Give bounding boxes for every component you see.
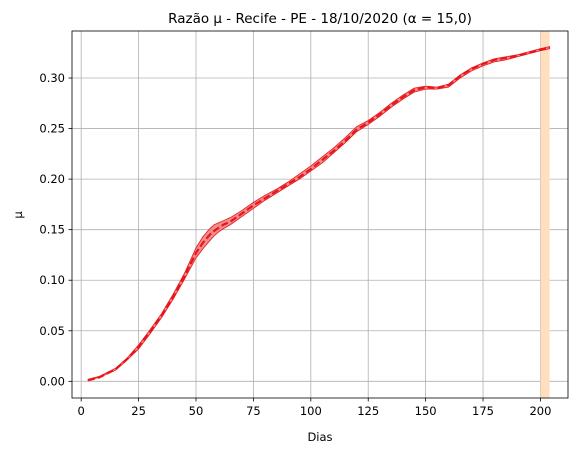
x-tick-label: 125 (357, 404, 379, 418)
y-axis-label: μ (11, 211, 25, 219)
y-tick-label: 0.20 (39, 172, 65, 186)
chart-title: Razão μ - Recife - PE - 18/10/2020 (α = … (168, 11, 472, 27)
y-tick-label: 0.10 (39, 273, 65, 287)
x-axis-ticks: 0 25 50 75 100 125 150 175 200 (78, 398, 551, 418)
y-tick-label: 0.05 (39, 324, 65, 338)
y-axis-ticks: 0.00 0.05 0.10 0.15 0.20 0.25 0.30 (39, 71, 72, 388)
series-line (87, 46, 550, 382)
x-tick-label: 150 (415, 404, 437, 418)
highlight-band (540, 31, 550, 398)
confidence-band (87, 46, 551, 381)
y-tick-label: 0.15 (39, 223, 65, 237)
x-tick-label: 75 (246, 404, 261, 418)
series-line-layer (87, 46, 550, 382)
confidence-band-layer (87, 46, 551, 381)
x-axis-label: Dias (307, 430, 332, 444)
x-tick-label: 0 (78, 404, 85, 418)
x-tick-label: 200 (529, 404, 551, 418)
y-tick-label: 0.25 (39, 122, 65, 136)
y-tick-label: 0.30 (39, 71, 65, 85)
grid-lines (72, 31, 568, 398)
x-tick-label: 175 (472, 404, 494, 418)
x-tick-label: 25 (131, 404, 146, 418)
plot-frame (71, 30, 569, 399)
x-tick-label: 100 (300, 404, 322, 418)
y-tick-label: 0.00 (39, 374, 65, 388)
x-tick-label: 50 (189, 404, 204, 418)
highlight-band-layer (540, 31, 550, 398)
